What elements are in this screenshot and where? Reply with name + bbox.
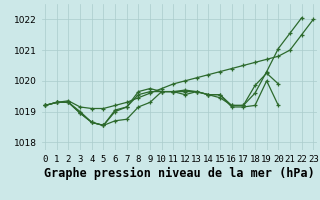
X-axis label: Graphe pression niveau de la mer (hPa): Graphe pression niveau de la mer (hPa) xyxy=(44,167,315,180)
